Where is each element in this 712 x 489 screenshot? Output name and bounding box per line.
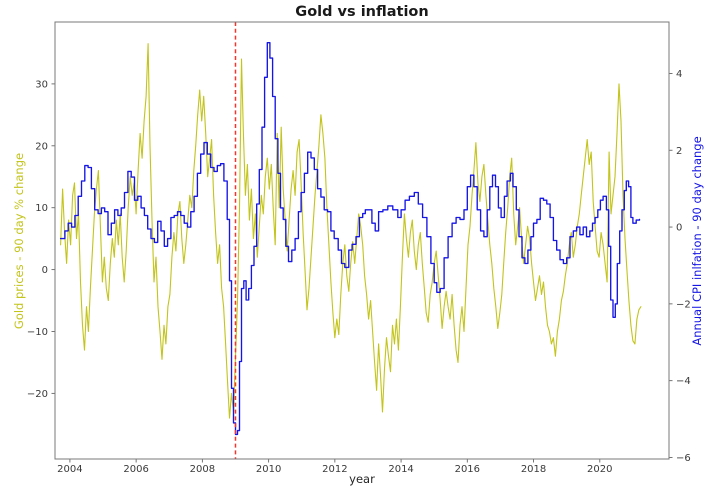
- right-y-tick-label: −6: [676, 453, 691, 464]
- right-y-axis-label: Annual CPI inlfation - 90 day change: [690, 136, 704, 345]
- left-y-tick-label: 20: [35, 141, 48, 152]
- right-y-tick-label: −4: [676, 376, 691, 387]
- right-y-tick-label: 0: [676, 223, 682, 234]
- right-y-tick-label: 4: [676, 69, 682, 80]
- left-y-tick-label: 30: [35, 79, 48, 90]
- left-y-tick-label: −20: [27, 389, 48, 400]
- x-tick-label: 2006: [123, 464, 148, 475]
- left-y-tick-label: 10: [35, 203, 48, 214]
- right-y-tick-label: 2: [676, 146, 682, 157]
- chart-title: Gold vs inflation: [295, 4, 428, 20]
- x-tick-label: 2020: [587, 464, 612, 475]
- axis-ticks: 2004 2006 2008 2010 2012 2014 2016 2018 20203020…: [27, 69, 691, 475]
- right-y-tick-label: −2: [676, 299, 691, 310]
- left-y-tick-label: 0: [42, 265, 48, 276]
- x-tick-label: 2018: [521, 464, 546, 475]
- x-axis-label: year: [349, 472, 375, 486]
- cpi-inflation-line: [59, 42, 641, 436]
- x-tick-label: 2004: [57, 464, 82, 475]
- left-y-tick-label: −10: [27, 327, 48, 338]
- left-y-axis-label: Gold prices - 90 day % change: [12, 153, 26, 329]
- gold-price-line: [60, 43, 642, 419]
- series-lines: [59, 42, 642, 436]
- x-tick-label: 2014: [388, 464, 413, 475]
- x-tick-label: 2010: [256, 464, 281, 475]
- x-tick-label: 2008: [190, 464, 215, 475]
- x-tick-label: 2016: [455, 464, 480, 475]
- plot-border: [54, 21, 670, 460]
- x-tick-label: 2012: [322, 464, 347, 475]
